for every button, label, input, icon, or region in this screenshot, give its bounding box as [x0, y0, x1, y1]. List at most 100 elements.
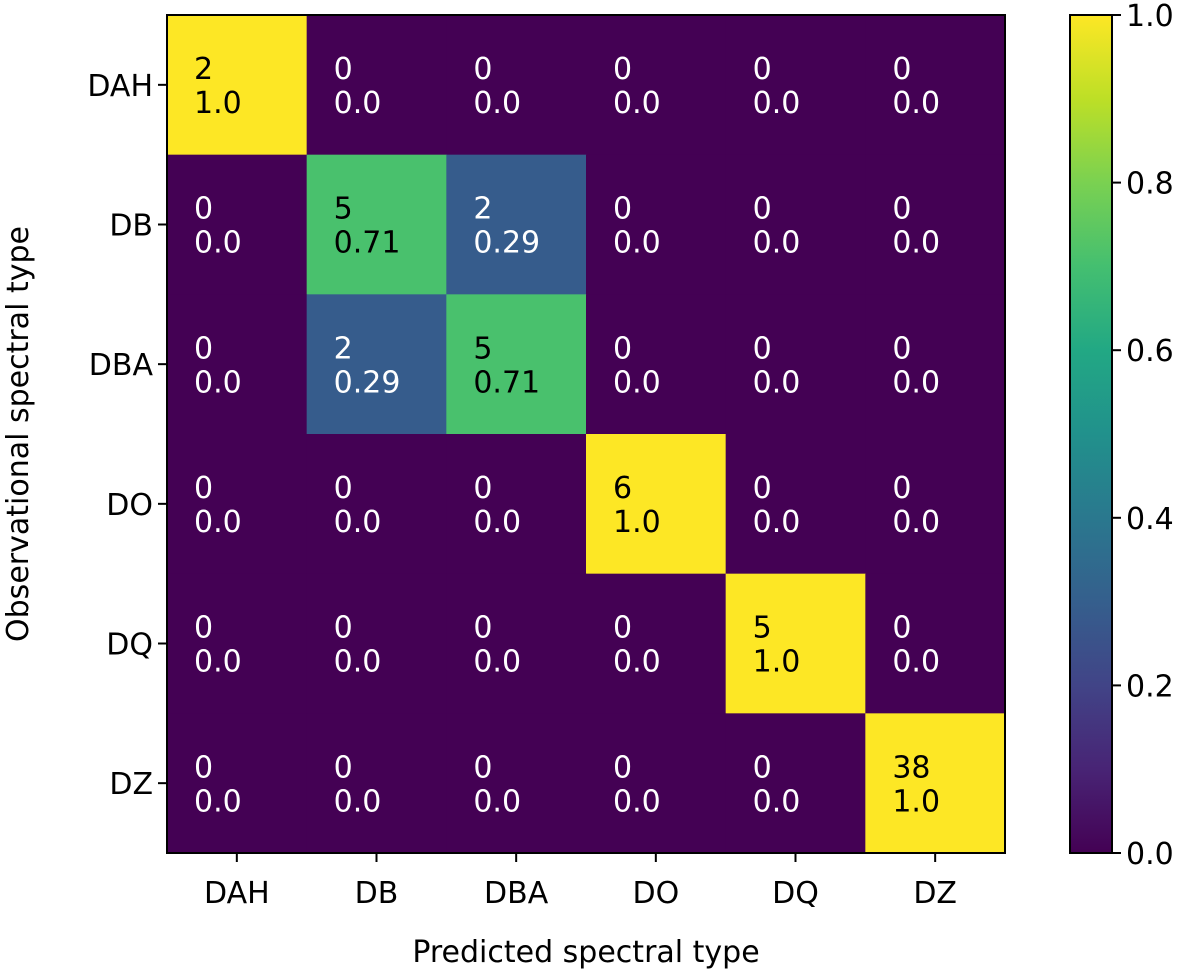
heatmap-cell [586, 434, 727, 575]
cell-count-label: 5 [334, 192, 353, 227]
heatmap-cells [167, 15, 1006, 854]
cell-count-label: 2 [194, 52, 213, 87]
cell-fraction-label: 0.71 [334, 226, 401, 261]
colorbar-tick-label: 1.0 [1126, 0, 1174, 34]
colorbar-tick-label: 0.4 [1126, 502, 1174, 537]
cell-fraction-label: 1.0 [892, 784, 940, 819]
heatmap-cell [446, 294, 587, 435]
y-axis-ticks: DAH DB DBA DO DQ DZ [87, 69, 167, 802]
x-tick-label: DAH [204, 876, 270, 911]
heatmap-cell [446, 713, 587, 854]
cell-fraction-label: 0.0 [753, 86, 801, 121]
x-tick-label: DB [355, 876, 399, 911]
cell-fraction-label: 0.71 [473, 365, 540, 400]
cell-count-label: 0 [194, 192, 213, 227]
cell-fraction-label: 0.0 [892, 226, 940, 261]
colorbar-tick-label: 0.8 [1126, 167, 1174, 202]
cell-count-label: 0 [473, 471, 492, 506]
cell-fraction-label: 0.0 [613, 365, 661, 400]
cell-fraction-label: 1.0 [753, 645, 801, 680]
cell-count-label: 0 [753, 192, 772, 227]
x-tick-label: DO [632, 876, 679, 911]
cell-fraction-label: 0.0 [892, 86, 940, 121]
cell-fraction-label: 0.0 [194, 645, 242, 680]
cell-fraction-label: 0.0 [753, 784, 801, 819]
cell-fraction-label: 0.0 [473, 86, 521, 121]
colorbar: 0.0 0.2 0.4 0.6 0.8 1.0 [1069, 0, 1174, 872]
cell-count-label: 2 [473, 192, 492, 227]
heatmap-cell [586, 713, 727, 854]
cell-fraction-label: 0.0 [753, 365, 801, 400]
x-tick-label: DBA [484, 876, 549, 911]
heatmap-cell [586, 573, 727, 714]
y-tick-label: DB [109, 209, 153, 244]
heatmap-cell [167, 713, 308, 854]
cell-count-label: 5 [753, 611, 772, 646]
heatmap-cell [167, 573, 308, 714]
cell-fraction-label: 0.0 [613, 86, 661, 121]
heatmap-cell [446, 15, 587, 156]
heatmap-cell [306, 294, 447, 435]
heatmap-cell [446, 434, 587, 575]
cell-fraction-label: 0.0 [613, 226, 661, 261]
heatmap-cell [725, 15, 866, 156]
heatmap-cell [586, 154, 727, 295]
heatmap-cell [725, 434, 866, 575]
cell-fraction-label: 0.0 [194, 505, 242, 540]
y-tick-label: DBA [89, 348, 154, 383]
heatmap-cell [306, 713, 447, 854]
cell-count-label: 0 [613, 52, 632, 87]
colorbar-tick-label: 0.6 [1126, 334, 1174, 369]
plot-frame [166, 14, 1006, 854]
cell-count-label: 0 [892, 192, 911, 227]
cell-count-label: 0 [194, 611, 213, 646]
heatmap-cell [725, 294, 866, 435]
cell-fraction-label: 0.0 [892, 505, 940, 540]
y-tick-label: DQ [106, 628, 153, 663]
heatmap-cell [167, 15, 308, 156]
y-tick-label: DO [106, 488, 153, 523]
heatmap-cell [725, 713, 866, 854]
heatmap-cell [865, 713, 1006, 854]
cell-count-label: 0 [892, 331, 911, 366]
colorbar-gradient [1069, 14, 1113, 854]
cell-count-label: 0 [194, 750, 213, 785]
cell-count-label: 0 [613, 192, 632, 227]
y-tick-label: DAH [87, 69, 153, 104]
cell-count-label: 0 [753, 52, 772, 87]
cell-count-label: 0 [473, 52, 492, 87]
heatmap-cell [865, 434, 1006, 575]
cell-fraction-label: 1.0 [194, 86, 242, 121]
heatmap-cell [306, 15, 447, 156]
cell-fraction-label: 0.0 [194, 784, 242, 819]
cell-count-label: 0 [613, 611, 632, 646]
heatmap-cell [167, 154, 308, 295]
colorbar-ticks: 0.0 0.2 0.4 0.6 0.8 1.0 [1112, 0, 1174, 872]
cell-count-label: 0 [753, 750, 772, 785]
cell-count-label: 0 [753, 471, 772, 506]
cell-count-label: 0 [892, 52, 911, 87]
heatmap-cell [306, 154, 447, 295]
cell-count-label: 5 [473, 331, 492, 366]
x-axis-label: Predicted spectral type [412, 935, 759, 970]
heatmap-cell [865, 154, 1006, 295]
x-tick-label: DQ [772, 876, 819, 911]
cell-count-label: 0 [334, 750, 353, 785]
heatmap-cell [865, 15, 1006, 156]
cell-fraction-label: 0.0 [194, 365, 242, 400]
heatmap-cell [865, 573, 1006, 714]
cell-count-label: 0 [892, 471, 911, 506]
heatmap-cell [586, 294, 727, 435]
cell-fraction-label: 0.0 [473, 645, 521, 680]
cell-fraction-label: 0.0 [334, 645, 382, 680]
cell-count-label: 0 [334, 471, 353, 506]
cell-fraction-label: 0.0 [473, 505, 521, 540]
cell-count-label: 0 [473, 611, 492, 646]
cell-count-label: 0 [334, 611, 353, 646]
heatmap-cell [446, 573, 587, 714]
colorbar-tick-label: 0.0 [1126, 837, 1174, 872]
heatmap-cell [446, 154, 587, 295]
cell-fraction-label: 0.0 [892, 365, 940, 400]
cell-count-label: 0 [613, 750, 632, 785]
cell-fraction-label: 0.29 [473, 226, 540, 261]
